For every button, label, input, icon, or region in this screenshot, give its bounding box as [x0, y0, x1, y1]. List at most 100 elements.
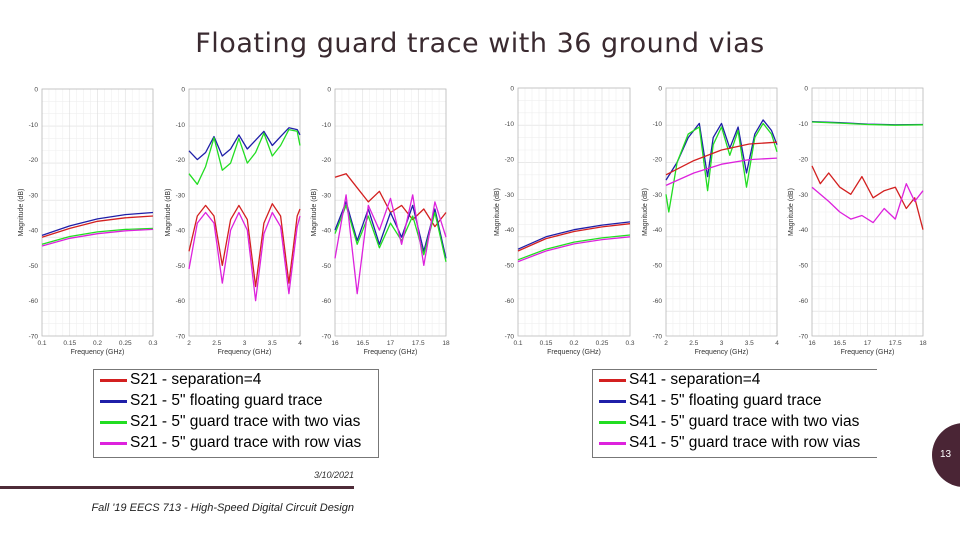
- y-tick-label: -50: [653, 263, 663, 270]
- x-tick-label: 0.1: [513, 340, 522, 347]
- legend-label: S21 - 5" guard trace with two vias: [130, 413, 361, 430]
- plot-frame: [188, 88, 301, 337]
- y-tick-label: -40: [653, 227, 663, 234]
- series-line-2: [811, 121, 924, 126]
- y-tick-label: -70: [653, 334, 663, 341]
- x-tick-label: 0.2: [569, 340, 578, 347]
- x-tick-label: 17.5: [412, 340, 425, 347]
- x-tick-label: 17.5: [889, 340, 902, 347]
- y-tick-label: -50: [799, 263, 809, 270]
- legend-label: S41 - 5" floating guard trace: [629, 392, 822, 409]
- x-tick-label: 0.3: [625, 340, 634, 347]
- x-axis-label: Frequency (GHz): [364, 349, 418, 356]
- series-line-4: [188, 211, 301, 302]
- y-tick-label: -10: [29, 122, 39, 129]
- y-tick-label: -70: [29, 334, 39, 341]
- x-tick-label: 0.25: [119, 340, 132, 347]
- plot-frame: [665, 87, 778, 337]
- plot-frame: [811, 87, 924, 337]
- chart-panel-5: 0 -10 -20 -30 -40 -50 -60 -702 2.5 3 3.5 4 Frequency…: [642, 86, 779, 357]
- course-name: Fall '19 EECS 713 - High-Speed Digital C…: [91, 502, 354, 514]
- series-line-2: [665, 122, 778, 213]
- x-tick-label: 16.5: [833, 340, 846, 347]
- y-tick-label: -70: [176, 334, 186, 341]
- y-tick-label: -20: [322, 157, 332, 164]
- legend-swatch: [100, 379, 127, 382]
- x-tick-label: 2.5: [689, 340, 698, 347]
- y-tick-label: 0: [327, 87, 331, 94]
- y-tick-label: -10: [176, 122, 186, 129]
- y-tick-label: -30: [29, 192, 39, 199]
- y-axis-label: Magnitude (dB): [311, 189, 318, 237]
- chart-panel-2: 0 -10 -20 -30 -40 -50 -60 -702 2.5 3 3.5 4 Frequency…: [165, 87, 302, 357]
- legend-label: S41 - 5" guard trace with two vias: [629, 413, 860, 430]
- x-axis-label: Frequency (GHz): [547, 349, 601, 356]
- y-tick-label: -20: [799, 156, 809, 163]
- page-number: 13: [940, 449, 952, 460]
- legend-label: S21 - 5" guard trace with row vias: [130, 434, 362, 451]
- legend-label: S41 - separation=4: [629, 371, 761, 388]
- y-tick-label: -60: [653, 298, 663, 305]
- y-tick-label: -50: [29, 263, 39, 270]
- y-tick-label: 0: [510, 86, 514, 93]
- x-tick-label: 18: [919, 340, 927, 347]
- x-tick-label: 2.5: [212, 340, 221, 347]
- y-tick-label: -30: [505, 192, 515, 199]
- y-tick-label: -10: [505, 121, 515, 128]
- series-line-3: [41, 227, 154, 245]
- x-tick-label: 0.1: [37, 340, 46, 347]
- y-tick-label: -20: [505, 156, 515, 163]
- y-tick-label: -40: [799, 227, 809, 234]
- series-line-4: [517, 236, 631, 263]
- series-line-3: [665, 141, 778, 176]
- series-line-1: [41, 215, 154, 238]
- legend-label: S21 - separation=4: [130, 371, 262, 388]
- series-line-4: [41, 228, 154, 247]
- plot-frame: [517, 87, 631, 337]
- legend-item: S21 - 5" floating guard trace: [94, 391, 378, 412]
- legend-swatch: [599, 379, 626, 382]
- x-tick-label: 2: [664, 340, 668, 347]
- y-axis-label: Magnitude (dB): [788, 188, 795, 236]
- x-tick-label: 0.2: [93, 340, 102, 347]
- y-tick-label: -60: [29, 298, 39, 305]
- y-tick-label: 0: [804, 86, 808, 93]
- y-axis-label: Magnitude (dB): [18, 189, 25, 237]
- y-tick-label: -70: [505, 334, 515, 341]
- legend-item: S41 - 5" guard trace with two vias: [593, 412, 877, 433]
- y-tick-label: -40: [322, 228, 332, 235]
- y-tick-label: -50: [322, 263, 332, 270]
- series-line-2: [517, 221, 631, 250]
- series-line-3: [811, 165, 924, 230]
- legend-swatch: [599, 400, 626, 403]
- x-tick-label: 4: [775, 340, 779, 347]
- y-tick-label: -40: [176, 228, 186, 235]
- series-line-3: [188, 203, 301, 288]
- y-tick-label: -30: [653, 192, 663, 199]
- y-axis-label: Magnitude (dB): [494, 188, 501, 236]
- y-tick-label: -60: [176, 298, 186, 305]
- y-tick-label: -30: [322, 192, 332, 199]
- legend-item: S21 - 5" guard trace with row vias: [94, 433, 378, 454]
- y-tick-label: -60: [505, 298, 515, 305]
- legend-item: S21 - 5" guard trace with two vias: [94, 412, 378, 433]
- series-line-2: [41, 211, 154, 237]
- y-axis-label: Magnitude (dB): [165, 189, 172, 237]
- y-tick-label: -60: [799, 298, 809, 305]
- y-tick-label: -10: [799, 121, 809, 128]
- x-tick-label: 17: [864, 340, 872, 347]
- y-tick-label: -50: [176, 263, 186, 270]
- y-tick-label: -10: [653, 121, 663, 128]
- y-tick-label: -20: [653, 156, 663, 163]
- series-line-1: [665, 119, 778, 181]
- legend-swatch: [599, 421, 626, 424]
- x-tick-label: 16.5: [356, 340, 369, 347]
- legend-item: S41 - separation=4: [593, 370, 877, 391]
- y-tick-label: -30: [799, 192, 809, 199]
- x-tick-label: 0.25: [596, 340, 609, 347]
- x-axis-label: Frequency (GHz): [218, 349, 272, 356]
- chart-panel-4: 0 -10 -20 -30 -40 -50 -60 -700.1 0.15 0.2 0.25 0.3 F…: [494, 86, 635, 357]
- series-line-1: [188, 127, 301, 161]
